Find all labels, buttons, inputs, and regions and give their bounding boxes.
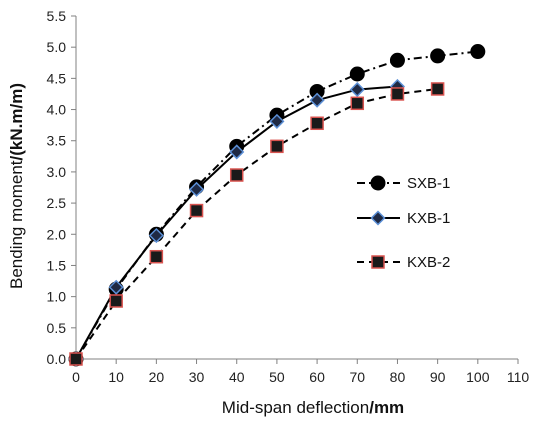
x-axis-title-main: Mid-span deflection xyxy=(222,398,369,417)
data-point-kxb-2 xyxy=(270,139,284,154)
data-point-kxb-2 xyxy=(310,116,324,131)
y-tick-label: 2.0 xyxy=(47,226,67,242)
series-kxb-1 xyxy=(68,78,406,367)
x-tick-label: 60 xyxy=(309,369,325,385)
legend-label-kxb-1: KXB-1 xyxy=(407,210,450,227)
y-tick-label: 1.0 xyxy=(47,289,67,305)
x-axis-title-unit: /mm xyxy=(369,398,404,417)
series-line-kxb-2 xyxy=(75,87,438,360)
x-tick-label: 100 xyxy=(466,369,490,385)
y-tick-label: 3.0 xyxy=(47,164,67,180)
data-point-kxb-2 xyxy=(189,203,204,218)
data-point-kxb-1 xyxy=(148,227,164,244)
data-point-sxb-1 xyxy=(349,66,365,82)
y-tick-label: 2.5 xyxy=(47,195,67,211)
data-point-kxb-1 xyxy=(309,92,325,108)
y-axis-title-main: Bending moment xyxy=(7,160,26,289)
y-tick-label: 5.5 xyxy=(47,8,67,24)
legend-marker-kxb-1 xyxy=(370,210,386,226)
series-line-kxb-1 xyxy=(75,85,398,360)
data-point-sxb-1 xyxy=(470,44,486,60)
x-tick-label: 90 xyxy=(430,369,446,385)
y-tick-label: 0.0 xyxy=(47,351,67,367)
y-tick-label: 5.0 xyxy=(47,39,67,55)
y-tick-label: 0.5 xyxy=(47,320,67,336)
data-point-kxb-1 xyxy=(108,279,124,295)
x-tick-label: 20 xyxy=(149,369,165,385)
legend-item-sxb-1: SXB-1 xyxy=(357,175,450,192)
data-point-kxb-2 xyxy=(350,96,365,111)
x-tick-label: 0 xyxy=(72,369,80,385)
x-tick-label: 50 xyxy=(269,369,285,385)
legend: SXB-1 KXB-1 KXB-2 xyxy=(357,175,450,271)
y-axis-title: Bending moment/(kN.m/m) xyxy=(7,83,26,289)
x-tick-label: 80 xyxy=(390,369,406,385)
series-sxb-1 xyxy=(68,44,486,367)
x-tick-label: 110 xyxy=(507,369,530,385)
data-point-sxb-1 xyxy=(430,48,446,64)
x-tick-label: 30 xyxy=(189,369,205,385)
y-tick-label: 1.5 xyxy=(47,257,67,273)
y-tick-label: 3.5 xyxy=(47,133,67,149)
data-point-kxb-2 xyxy=(229,168,244,182)
x-tick-label: 70 xyxy=(349,369,365,385)
legend-label-kxb-2: KXB-2 xyxy=(407,254,450,271)
legend-marker-kxb-2 xyxy=(371,255,385,269)
series-layer xyxy=(68,44,486,367)
data-point-kxb-1 xyxy=(188,181,205,197)
data-point-kxb-1 xyxy=(229,144,245,160)
axes: 0 10 20 30 40 50 60 70 80 90 100 110 0.0 0.5 1.0 1.5 2.0… xyxy=(47,8,530,385)
data-point-kxb-2 xyxy=(390,87,405,101)
x-tick-label: 40 xyxy=(229,369,245,385)
series-kxb-2 xyxy=(69,82,445,366)
data-point-kxb-1 xyxy=(349,82,365,98)
data-point-kxb-2 xyxy=(109,294,123,308)
y-axis-title-unit: /(kN.m/m) xyxy=(7,83,26,160)
series-line-sxb-1 xyxy=(75,50,478,360)
y-tick-label: 4.5 xyxy=(47,70,67,86)
legend-label-sxb-1: SXB-1 xyxy=(407,175,450,192)
data-point-kxb-2 xyxy=(149,249,164,264)
legend-marker-sxb-1 xyxy=(370,175,386,191)
data-point-sxb-1 xyxy=(389,52,405,68)
x-axis-title: Mid-span deflection/mm xyxy=(222,398,404,417)
y-tick-label: 4.0 xyxy=(47,102,67,118)
legend-item-kxb-2: KXB-2 xyxy=(357,254,450,271)
legend-item-kxb-1: KXB-1 xyxy=(357,210,450,227)
data-point-kxb-2 xyxy=(430,82,445,96)
x-tick-label: 10 xyxy=(108,369,124,385)
data-point-kxb-2 xyxy=(69,352,83,366)
data-point-kxb-1 xyxy=(269,113,285,129)
